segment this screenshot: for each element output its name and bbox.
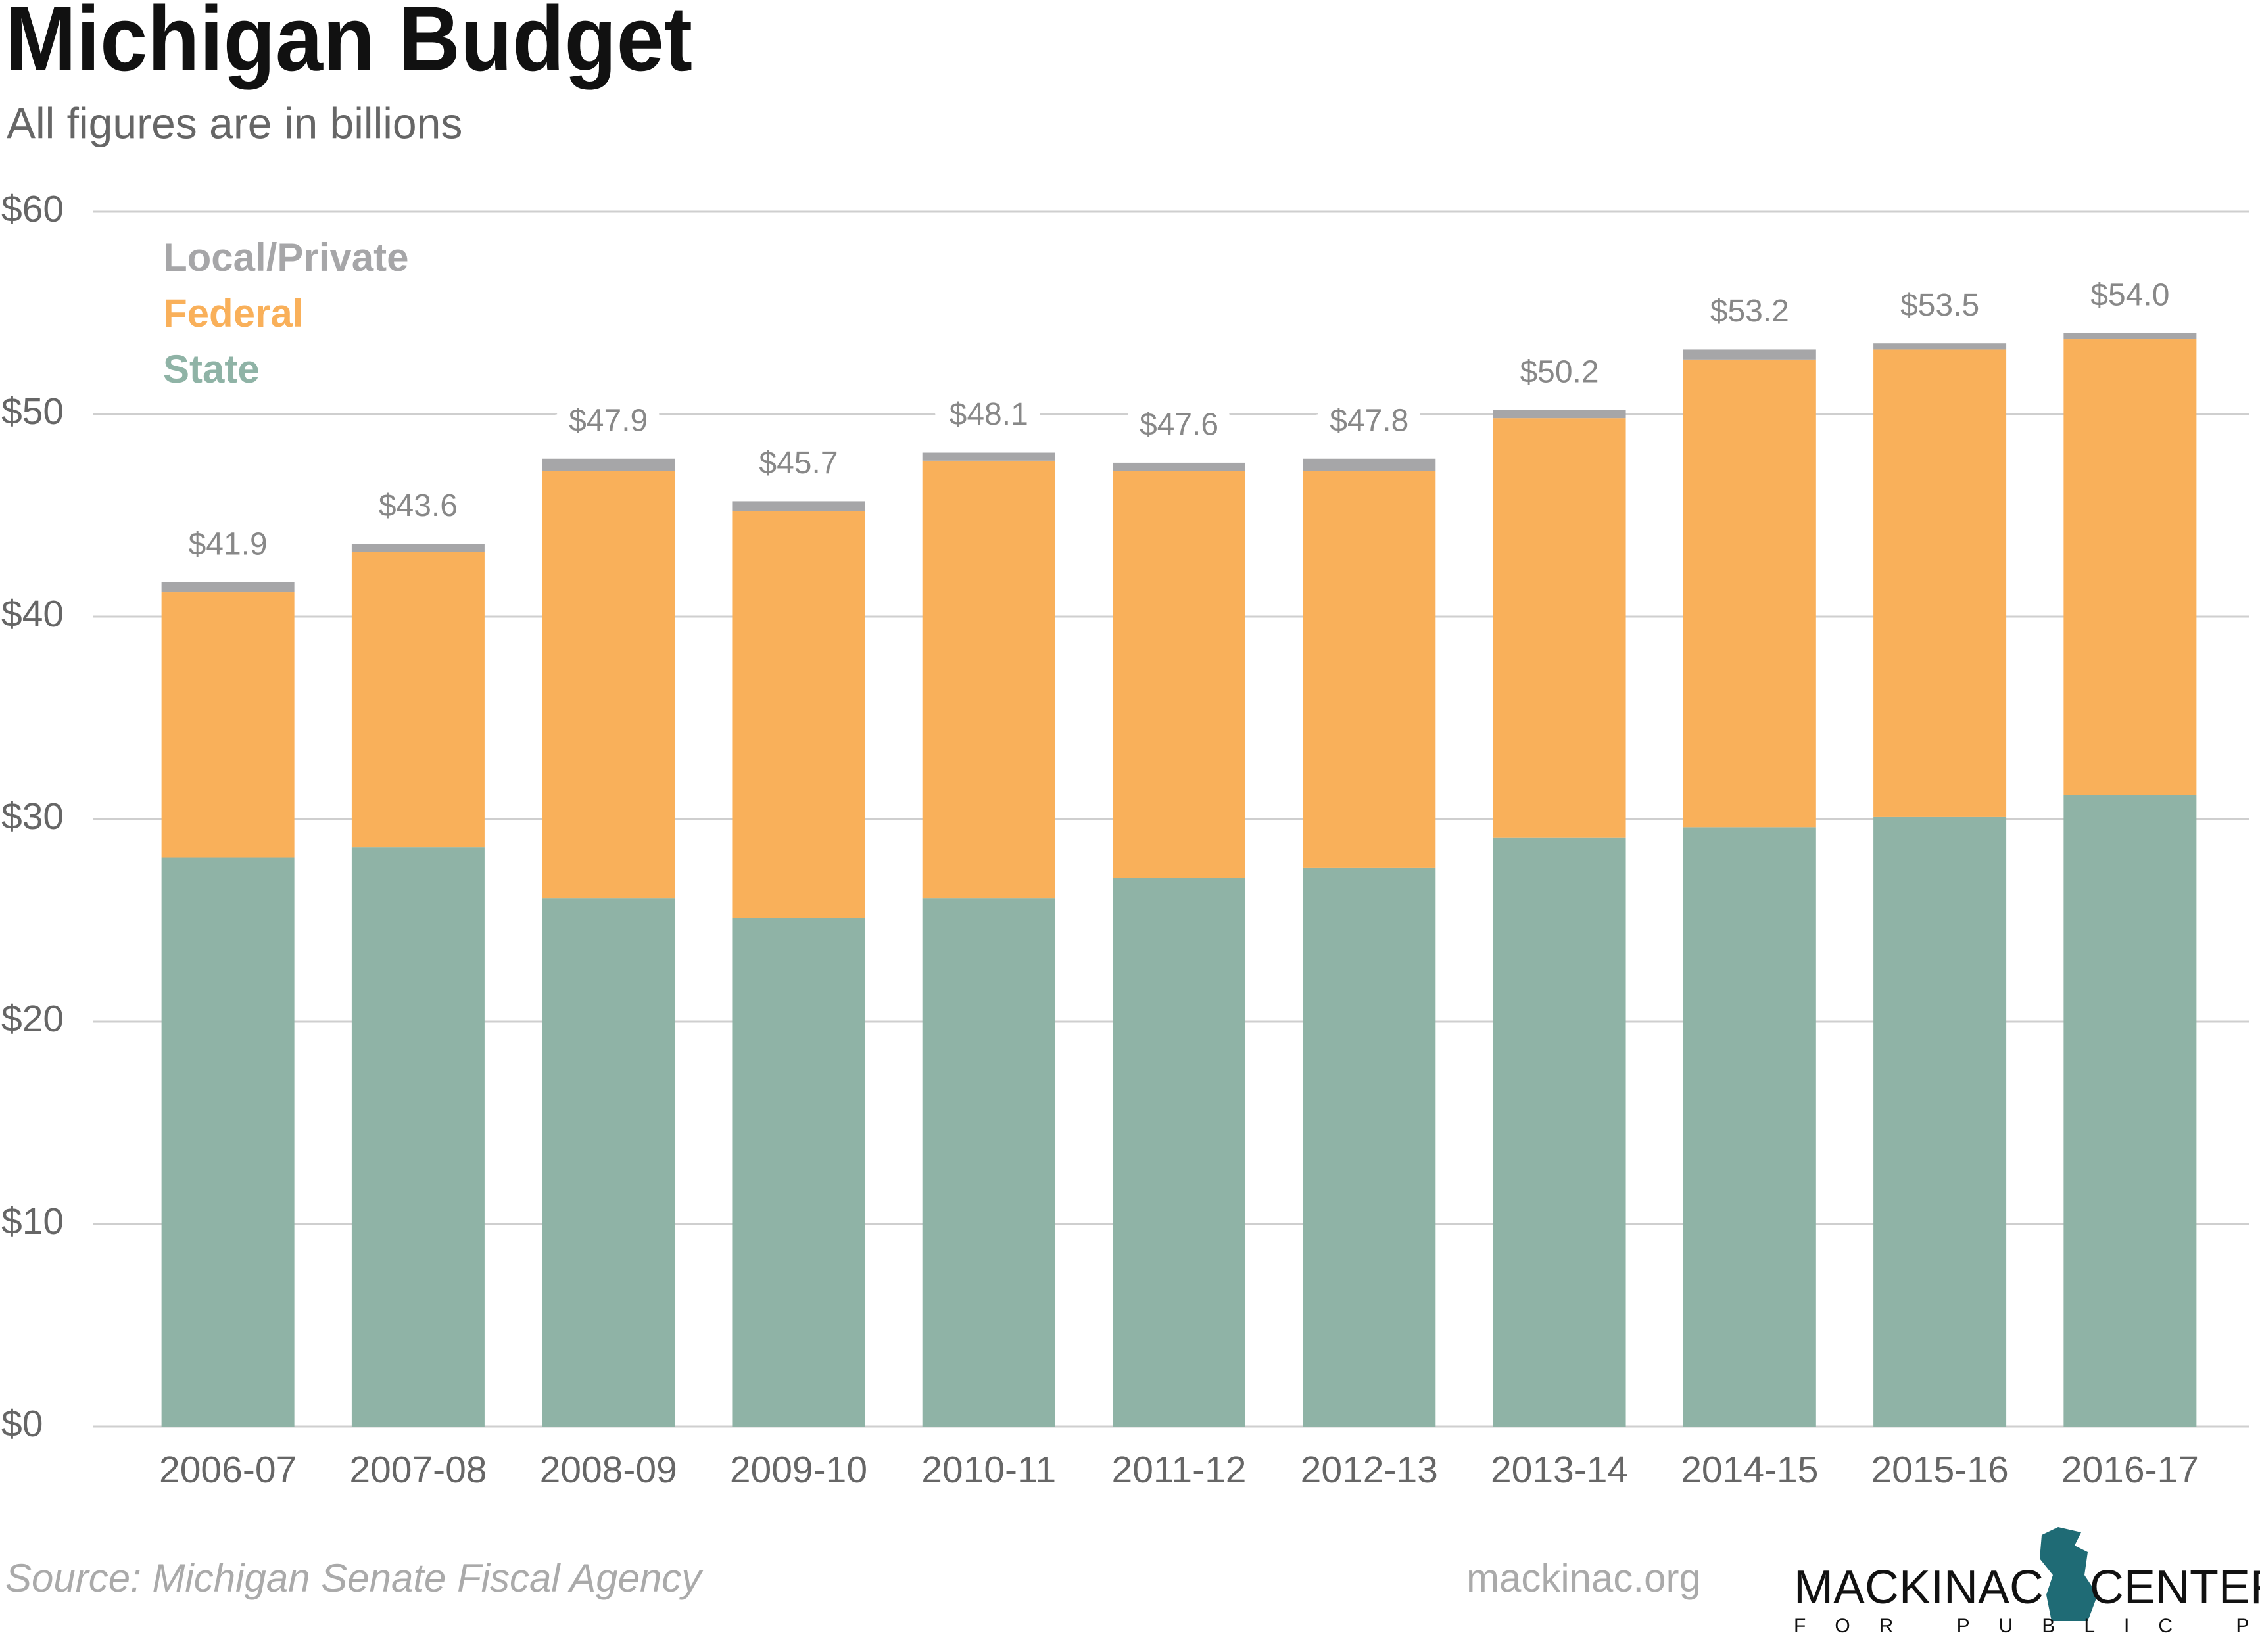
y-tick-label: $60	[1, 188, 64, 230]
website: mackinac.org	[1466, 1556, 1701, 1600]
legend-entry: Federal	[163, 291, 303, 335]
bar-segment	[542, 471, 675, 899]
x-tick-label: 2014-15	[1681, 1449, 1818, 1491]
y-tick-label: $0	[1, 1403, 43, 1445]
total-label: $54.0	[2090, 277, 2169, 312]
bar-segment	[161, 582, 295, 593]
logo-text: CENTER	[2090, 1561, 2260, 1614]
bar-segment	[351, 552, 485, 848]
total-label: $53.2	[1710, 294, 1789, 329]
x-tick-label: 2006-07	[159, 1449, 297, 1491]
chart-title: Michigan Budget	[5, 0, 692, 90]
legend-entry: State	[163, 347, 260, 391]
y-tick-label: $50	[1, 390, 64, 433]
bar-segment	[1683, 349, 1816, 360]
y-tick-label: $40	[1, 593, 64, 635]
y-tick-label: $30	[1, 795, 64, 838]
bar-segment	[161, 592, 295, 858]
bar-segment	[1303, 458, 1436, 471]
y-tick-label: $10	[1, 1200, 64, 1242]
bar-segment	[1113, 878, 1245, 1427]
bar-segment	[1683, 359, 1816, 828]
bar-segment	[1113, 462, 1245, 471]
bar-segment	[1873, 816, 2007, 1427]
bar-segment	[1683, 827, 1816, 1427]
bar-segment	[1303, 867, 1436, 1427]
logo-tagline: FOR PUBLIC POLICY	[1794, 1615, 2260, 1637]
total-label: $47.8	[1330, 403, 1408, 438]
x-tick-label: 2008-09	[540, 1449, 677, 1491]
bar-segment	[351, 847, 485, 1427]
bar-segment	[922, 460, 1055, 899]
x-tick-label: 2013-14	[1491, 1449, 1628, 1491]
bar-segment	[732, 501, 865, 511]
x-tick-label: 2016-17	[2061, 1449, 2199, 1491]
bar-segment	[732, 918, 865, 1427]
bar-segment	[542, 458, 675, 471]
x-tick-label: 2010-11	[921, 1449, 1056, 1491]
total-label: $41.9	[189, 527, 268, 561]
total-label: $53.5	[1900, 288, 1979, 323]
total-label: $50.2	[1520, 355, 1599, 390]
bar-segment	[1303, 471, 1436, 868]
bar-segment	[542, 898, 675, 1427]
bar-segment	[2063, 795, 2197, 1427]
x-tick-label: 2011-12	[1112, 1449, 1247, 1491]
bar-segment	[922, 452, 1055, 461]
total-label: $47.9	[569, 403, 648, 438]
logo-text: MACKINAC	[1794, 1561, 2044, 1614]
legend-entry: Local/Private	[163, 235, 409, 279]
total-label: $43.6	[379, 488, 458, 523]
bar-segment	[1493, 418, 1626, 838]
bar-segment	[161, 857, 295, 1427]
bar-segment	[732, 511, 865, 918]
y-tick-label: $20	[1, 998, 64, 1040]
bar-segment	[2063, 339, 2197, 795]
bar-segment	[1873, 349, 2007, 817]
logo-map	[2040, 1527, 2098, 1621]
x-tick-label: 2009-10	[730, 1449, 867, 1491]
x-tick-label: 2007-08	[349, 1449, 487, 1491]
bar-segment	[1113, 471, 1245, 878]
bar-segment	[351, 544, 485, 552]
chart-subtitle: All figures are in billions	[7, 99, 462, 147]
bar-segment	[1873, 343, 2007, 350]
bar-segment	[1493, 410, 1626, 419]
total-label: $45.7	[759, 446, 838, 481]
bar-segment	[2063, 333, 2197, 340]
x-tick-label: 2012-13	[1301, 1449, 1438, 1491]
x-tick-label: 2015-16	[1871, 1449, 2008, 1491]
total-label: $48.1	[950, 397, 1028, 432]
bar-segment	[922, 898, 1055, 1427]
bar-segment	[1493, 837, 1626, 1427]
source: Source: Michigan Senate Fiscal Agency	[5, 1556, 704, 1600]
total-label: $47.6	[1140, 408, 1218, 442]
